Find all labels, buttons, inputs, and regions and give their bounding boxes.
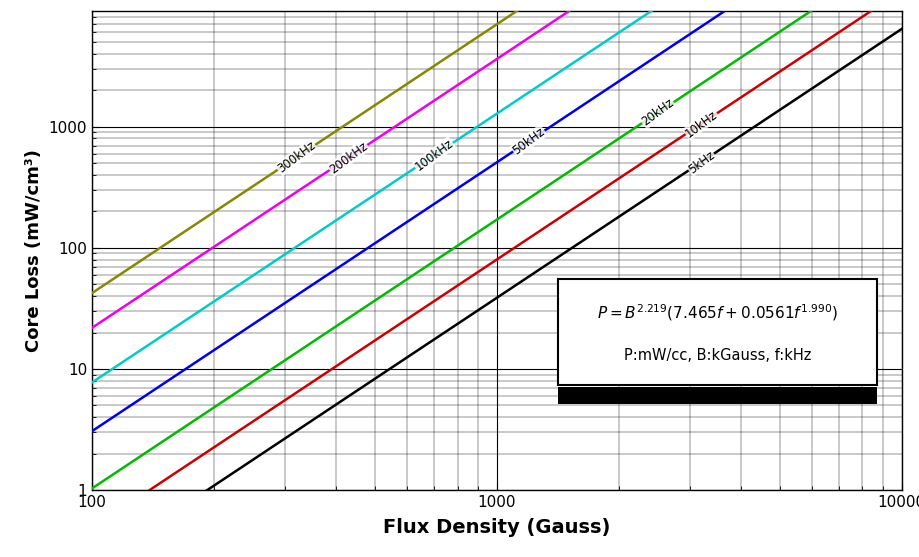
FancyBboxPatch shape: [557, 280, 877, 385]
Text: 50kHz: 50kHz: [510, 125, 547, 157]
Text: 10kHz: 10kHz: [682, 108, 719, 140]
Text: P:mW/cc, B:kGauss, f:kHz: P:mW/cc, B:kGauss, f:kHz: [623, 348, 811, 363]
X-axis label: Flux Density (Gauss): Flux Density (Gauss): [382, 519, 610, 538]
Text: 5kHz: 5kHz: [685, 148, 716, 176]
Text: $P=B^{2.219}(7.465f+0.0561f^{1.990})$: $P=B^{2.219}(7.465f+0.0561f^{1.990})$: [596, 303, 837, 324]
Bar: [557, 387, 877, 404]
Text: 100kHz: 100kHz: [412, 137, 455, 174]
Y-axis label: Core Loss (mW/cm³): Core Loss (mW/cm³): [25, 149, 43, 352]
Text: 300kHz: 300kHz: [275, 139, 318, 175]
Text: 20kHz: 20kHz: [639, 96, 675, 129]
Text: 200kHz: 200kHz: [326, 139, 369, 176]
